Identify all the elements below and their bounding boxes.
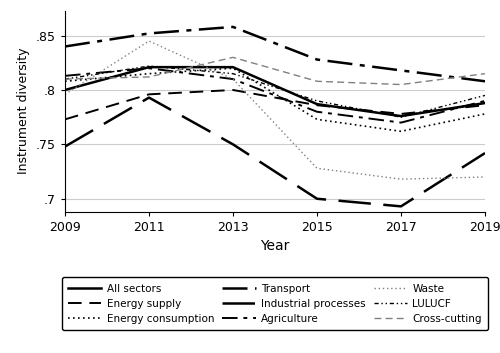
X-axis label: Year: Year (260, 239, 290, 253)
Y-axis label: Instrument diversity: Instrument diversity (18, 48, 30, 174)
Legend: All sectors, Energy supply, Energy consumption, Transport, Industrial processes,: All sectors, Energy supply, Energy consu… (62, 277, 488, 330)
